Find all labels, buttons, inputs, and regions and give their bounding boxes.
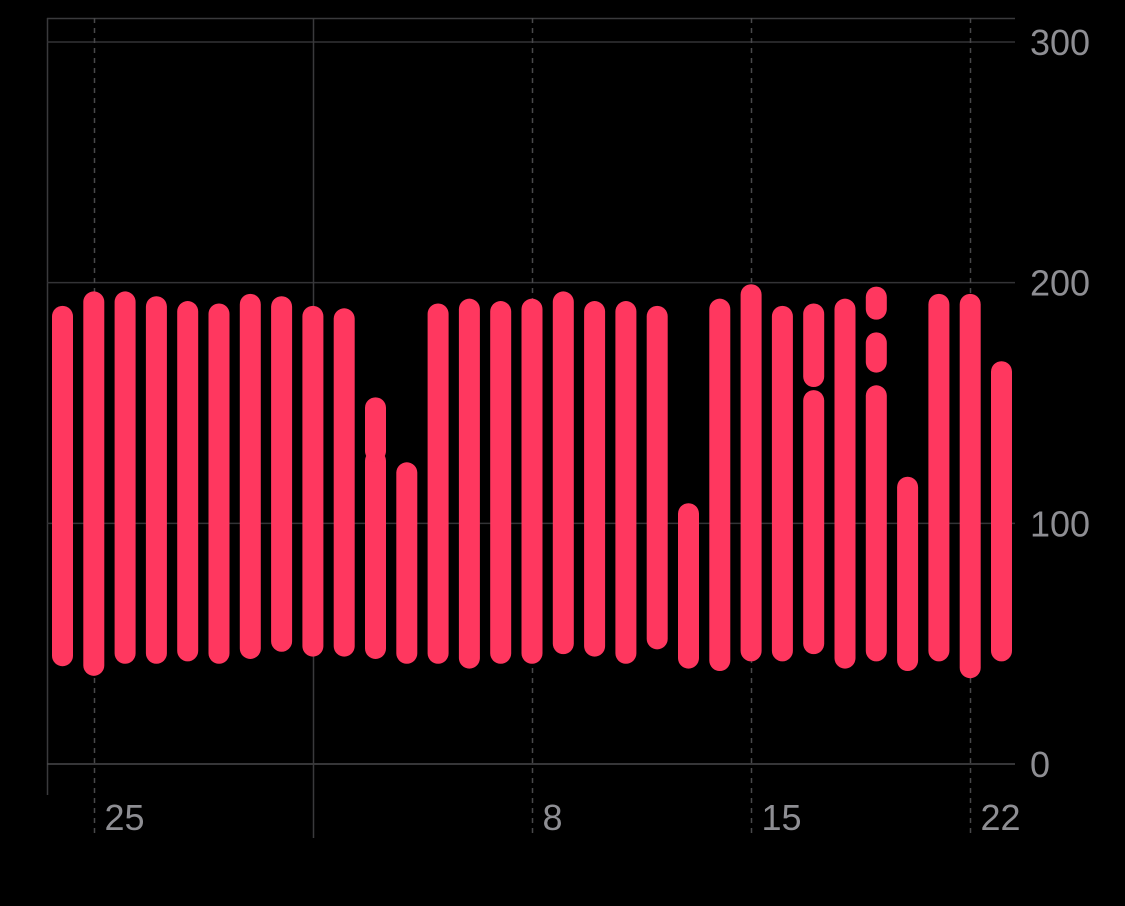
range-bar-day-47 <box>771 305 793 662</box>
range-bar-day-42 <box>615 301 637 664</box>
range-bar-day-46 <box>740 284 762 662</box>
x-tick-label-15: 15 <box>762 797 802 838</box>
range-bar-day-53 <box>959 293 981 679</box>
y-tick-label-100: 100 <box>1030 503 1090 544</box>
x-tick-label-25: 25 <box>105 797 145 838</box>
range-bar-day-39 <box>521 298 543 664</box>
range-bar-day-40 <box>552 291 574 655</box>
data-bars <box>52 284 1012 679</box>
range-bar-day-50-seg-0 <box>865 385 887 662</box>
range-bar-day-32 <box>302 305 324 657</box>
range-bar-day-48-seg-0 <box>803 390 825 655</box>
range-bar-day-54 <box>991 361 1012 662</box>
range-bar-day-27 <box>145 296 167 664</box>
range-bar-day-29 <box>208 303 230 664</box>
range-bar-day-52 <box>928 293 950 662</box>
range-bar-day-34-seg-0 <box>365 450 386 659</box>
range-bar-day-43 <box>646 305 668 650</box>
range-bar-day-36 <box>427 303 449 664</box>
y-tick-label-200: 200 <box>1030 263 1090 304</box>
range-bar-day-49 <box>834 298 856 669</box>
y-tick-label-0: 0 <box>1030 744 1050 785</box>
range-bar-day-34-seg-1 <box>365 397 386 462</box>
range-bar-day-45 <box>709 298 731 672</box>
tick-labels: 0 100 200 300 25 8 15 22 <box>105 22 1091 838</box>
y-tick-label-300: 300 <box>1030 22 1090 63</box>
x-tick-label-8: 8 <box>543 797 563 838</box>
range-bar-day-48-seg-1 <box>803 303 825 388</box>
range-bar-day-51 <box>897 476 919 672</box>
range-bar-day-50-seg-2 <box>865 286 887 320</box>
range-bar-day-37 <box>458 298 480 669</box>
x-tick-label-22: 22 <box>981 797 1021 838</box>
range-bar-day-38 <box>490 301 512 664</box>
range-bar-day-33 <box>333 308 355 657</box>
range-bar-day-41 <box>584 301 606 657</box>
range-bar-day-30 <box>239 293 261 659</box>
range-bar-day-50-seg-1 <box>865 332 887 373</box>
range-bar-day-44 <box>678 503 699 669</box>
range-bar-day-31 <box>271 296 293 652</box>
grid-layer <box>46 17 1015 795</box>
range-bar-day-28 <box>177 301 199 662</box>
range-bar-day-25 <box>83 291 105 676</box>
range-bar-day-24 <box>52 305 73 667</box>
range-bar-day-35 <box>396 462 418 664</box>
range-bar-day-26 <box>114 291 136 664</box>
